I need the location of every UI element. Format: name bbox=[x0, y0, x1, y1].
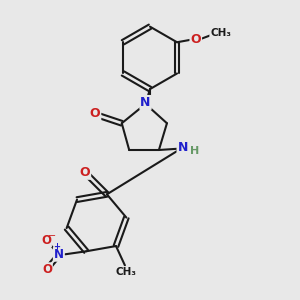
Text: N: N bbox=[54, 248, 64, 261]
Text: N: N bbox=[140, 96, 151, 109]
Text: O: O bbox=[42, 263, 52, 276]
Text: O: O bbox=[80, 166, 90, 179]
Text: −: − bbox=[48, 231, 56, 241]
Text: O: O bbox=[190, 33, 201, 46]
Text: O: O bbox=[41, 233, 51, 247]
Text: H: H bbox=[190, 146, 199, 156]
Text: CH₃: CH₃ bbox=[210, 28, 231, 38]
Text: CH₃: CH₃ bbox=[116, 267, 137, 277]
Text: N: N bbox=[178, 140, 188, 154]
Text: +: + bbox=[53, 242, 60, 251]
Text: O: O bbox=[90, 107, 100, 120]
